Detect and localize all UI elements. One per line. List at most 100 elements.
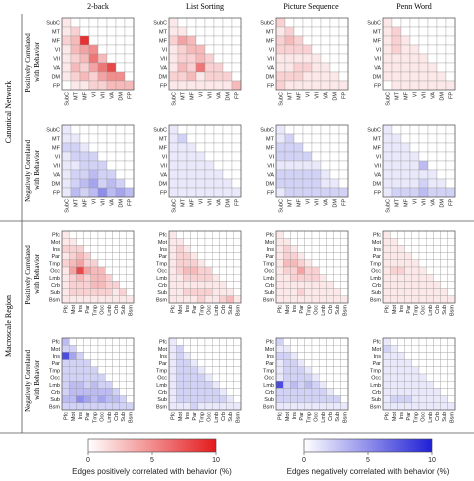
heatmap-cell bbox=[70, 187, 81, 198]
heatmap-cell bbox=[391, 35, 402, 46]
heatmap-cell bbox=[275, 395, 284, 403]
x-tick-label: Mot bbox=[178, 412, 184, 422]
heatmap-cell bbox=[302, 71, 313, 82]
x-tick-label: SubC bbox=[172, 92, 178, 106]
x-tick-label: VII bbox=[422, 92, 428, 99]
heatmap-cell bbox=[197, 337, 206, 346]
y-tick-label: Ins bbox=[374, 247, 382, 253]
heatmap-cell bbox=[222, 124, 233, 135]
heatmap-cell bbox=[397, 230, 405, 239]
y-tick-label: MT bbox=[52, 30, 61, 36]
heatmap-cell bbox=[320, 35, 331, 46]
heatmap-cell bbox=[115, 142, 126, 153]
heatmap-cell bbox=[112, 281, 120, 289]
heatmap-cell bbox=[83, 402, 91, 411]
heatmap-cell bbox=[126, 288, 135, 296]
heatmap-cell bbox=[70, 160, 81, 171]
y-tick-label: MT bbox=[373, 137, 382, 143]
heatmap-cell bbox=[168, 352, 177, 360]
heatmap-cell bbox=[284, 62, 295, 73]
y-tick-label: VI bbox=[162, 48, 168, 54]
heatmap-cell bbox=[382, 252, 391, 260]
heatmap-cell bbox=[400, 124, 411, 135]
heatmap-cell bbox=[418, 388, 427, 396]
heatmap-cell bbox=[97, 388, 106, 396]
heatmap-cell bbox=[320, 169, 331, 180]
heatmap-cell bbox=[112, 395, 120, 403]
heatmap-cell bbox=[427, 53, 438, 64]
x-tick-label: Par bbox=[85, 412, 91, 421]
heatmap-cell bbox=[320, 62, 331, 73]
heatmap-cell bbox=[204, 35, 215, 46]
heatmap-cell bbox=[105, 352, 113, 360]
y-tick-label: Pfc bbox=[159, 340, 167, 346]
heatmap-cell bbox=[219, 402, 227, 411]
heatmap-cell bbox=[440, 345, 448, 353]
heatmap-cell bbox=[275, 352, 284, 360]
heatmap-cell bbox=[83, 266, 91, 275]
heatmap-cell bbox=[320, 53, 331, 64]
heatmap-cell bbox=[76, 359, 84, 367]
heatmap-cell bbox=[319, 252, 327, 260]
heatmap-cell bbox=[233, 359, 242, 367]
heatmap-cell bbox=[183, 259, 191, 268]
heatmap-cell bbox=[390, 359, 398, 367]
heatmap-cell bbox=[105, 388, 113, 396]
heatmap-cell bbox=[105, 238, 113, 246]
heatmap-cell bbox=[404, 388, 412, 396]
heatmap-cell bbox=[302, 26, 313, 37]
heatmap-cell bbox=[97, 266, 106, 275]
heatmap-cell bbox=[445, 71, 456, 82]
heatmap-cell bbox=[338, 133, 349, 144]
heatmap-cell bbox=[222, 187, 233, 198]
heatmap-cell bbox=[320, 160, 331, 171]
x-tick-label: MT bbox=[288, 198, 294, 207]
heatmap-cell bbox=[382, 274, 391, 282]
x-tick-label: Pfc bbox=[278, 412, 284, 420]
panel-frame bbox=[168, 124, 242, 198]
heatmap-cell bbox=[219, 295, 227, 304]
heatmap-cell bbox=[183, 381, 191, 389]
y-tick-label: Bsm bbox=[49, 297, 60, 303]
heatmap-cell bbox=[382, 352, 391, 360]
heatmap-cell bbox=[168, 160, 179, 171]
heatmap-cell bbox=[329, 17, 340, 28]
y-tick-label: VA bbox=[374, 173, 381, 179]
heatmap-cell bbox=[418, 274, 427, 282]
heatmap-cell bbox=[445, 62, 456, 73]
y-tick-label: Par bbox=[372, 254, 381, 260]
heatmap-cell bbox=[168, 259, 177, 268]
heatmap-cell bbox=[183, 252, 191, 260]
heatmap-cell bbox=[311, 402, 320, 411]
heatmap-cell bbox=[76, 266, 84, 275]
heatmap-cell bbox=[119, 366, 127, 375]
panel-frame bbox=[275, 17, 349, 91]
heatmap-cell bbox=[219, 274, 227, 282]
heatmap-cell bbox=[404, 395, 412, 403]
heatmap-cell bbox=[90, 252, 99, 260]
heatmap-cell bbox=[105, 288, 113, 296]
heatmap-cell bbox=[427, 26, 438, 37]
heatmap-cell bbox=[168, 359, 177, 367]
x-tick-label: Mot bbox=[392, 305, 398, 315]
heatmap-cell bbox=[69, 402, 77, 411]
heatmap-cell bbox=[126, 395, 135, 403]
heatmap-cell bbox=[79, 178, 90, 189]
y-tick-label: Lmb bbox=[49, 276, 60, 282]
heatmap-cell bbox=[190, 373, 198, 382]
y-tick-label: MF bbox=[266, 146, 275, 152]
y-tick-label: VI bbox=[162, 155, 168, 161]
heatmap-cell bbox=[283, 274, 291, 282]
heatmap-cell bbox=[76, 352, 84, 360]
heatmap-cell bbox=[88, 35, 99, 46]
heatmap-cell bbox=[311, 295, 320, 304]
heatmap-cell bbox=[404, 245, 412, 253]
heatmap-cell bbox=[76, 345, 84, 353]
heatmap-cell bbox=[426, 388, 434, 396]
heatmap-cell bbox=[440, 281, 448, 289]
heatmap-cell bbox=[204, 62, 215, 73]
y-tick-label: Occ bbox=[264, 269, 274, 275]
row-label-1-line1: Positively Correlated bbox=[24, 33, 32, 93]
x-tick-label: VII bbox=[315, 92, 321, 99]
